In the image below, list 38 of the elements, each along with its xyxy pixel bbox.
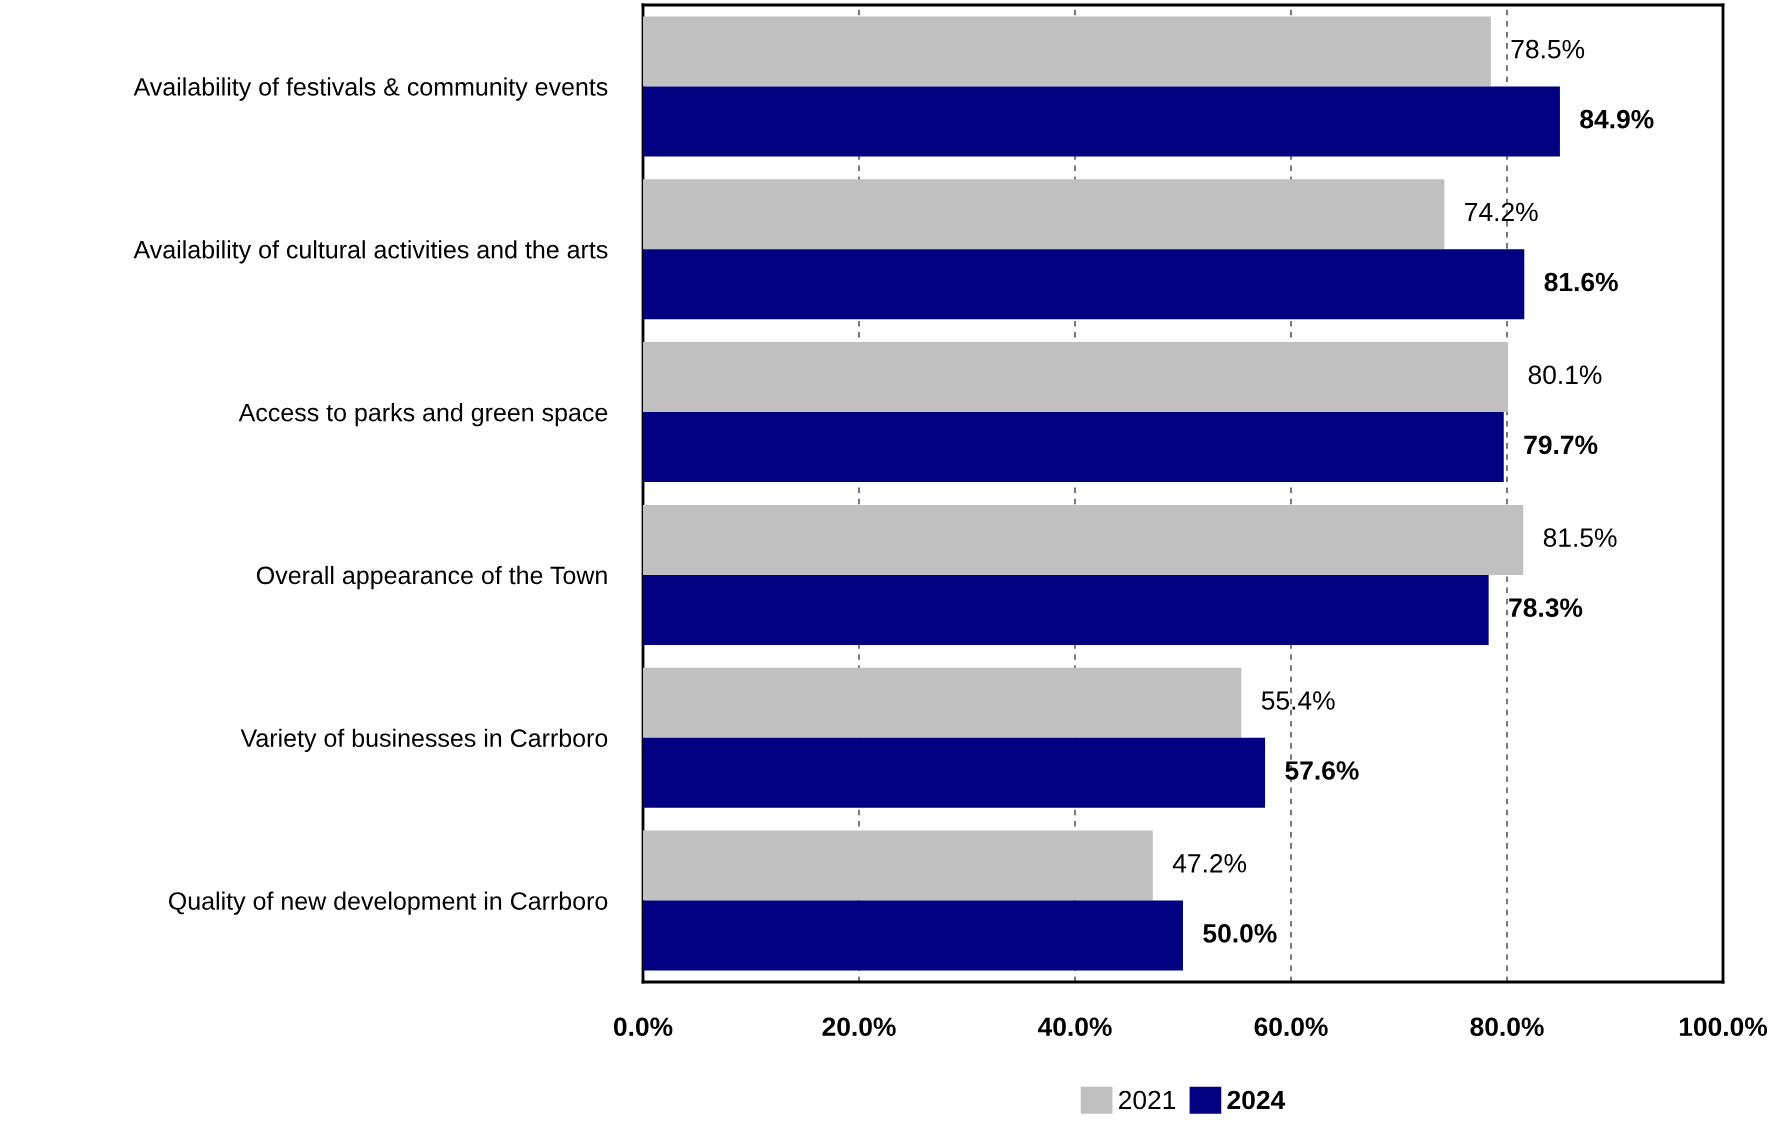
data-label: 50.0% xyxy=(1203,923,1277,943)
bar xyxy=(643,830,1153,901)
data-label: 55.4% xyxy=(1261,691,1335,710)
y-tick-label: Overall appearance of the Town xyxy=(256,565,607,590)
bar xyxy=(643,342,1509,413)
x-tick-label: 20.0% xyxy=(822,1017,896,1037)
bar xyxy=(643,900,1183,971)
y-tick-label: Access to parks and green space xyxy=(238,403,608,427)
data-label: 78.5% xyxy=(1511,39,1585,59)
bar xyxy=(643,86,1560,157)
data-label: 80.1% xyxy=(1528,365,1602,385)
y-tick-label: Availability of cultural activities and the arts xyxy=(133,240,608,264)
bar xyxy=(643,249,1525,320)
y-tick-label: Variety of businesses in Carrboro xyxy=(240,728,608,752)
data-label: 57.6% xyxy=(1285,761,1359,780)
data-label: 79.7% xyxy=(1524,435,1598,455)
x-tick-label: 100.0% xyxy=(1679,1017,1768,1037)
x-tick-label: 40.0% xyxy=(1037,1017,1112,1037)
y-tick-label: Availability of festivals & community events xyxy=(133,77,608,101)
legend-label: 2024 xyxy=(1227,1090,1286,1110)
bar xyxy=(643,412,1504,483)
bar xyxy=(643,737,1266,808)
bar xyxy=(643,504,1524,575)
bar xyxy=(643,179,1445,250)
x-tick-label: 80.0% xyxy=(1470,1017,1544,1037)
data-label: 81.5% xyxy=(1543,528,1617,547)
bar xyxy=(643,667,1242,738)
data-label: 81.6% xyxy=(1544,272,1618,292)
y-tick-label: Quality of new development in Carrboro xyxy=(168,891,608,915)
x-tick-label: 60.0% xyxy=(1254,1017,1328,1037)
bar xyxy=(643,574,1489,645)
legend-label: 2021 xyxy=(1119,1090,1176,1110)
x-tick-label: 0.0% xyxy=(613,1017,673,1037)
data-label: 84.9% xyxy=(1580,109,1654,129)
data-label: 78.3% xyxy=(1509,598,1583,618)
data-label: 47.2% xyxy=(1172,853,1247,873)
data-label: 74.2% xyxy=(1465,202,1538,222)
bar xyxy=(643,16,1491,87)
